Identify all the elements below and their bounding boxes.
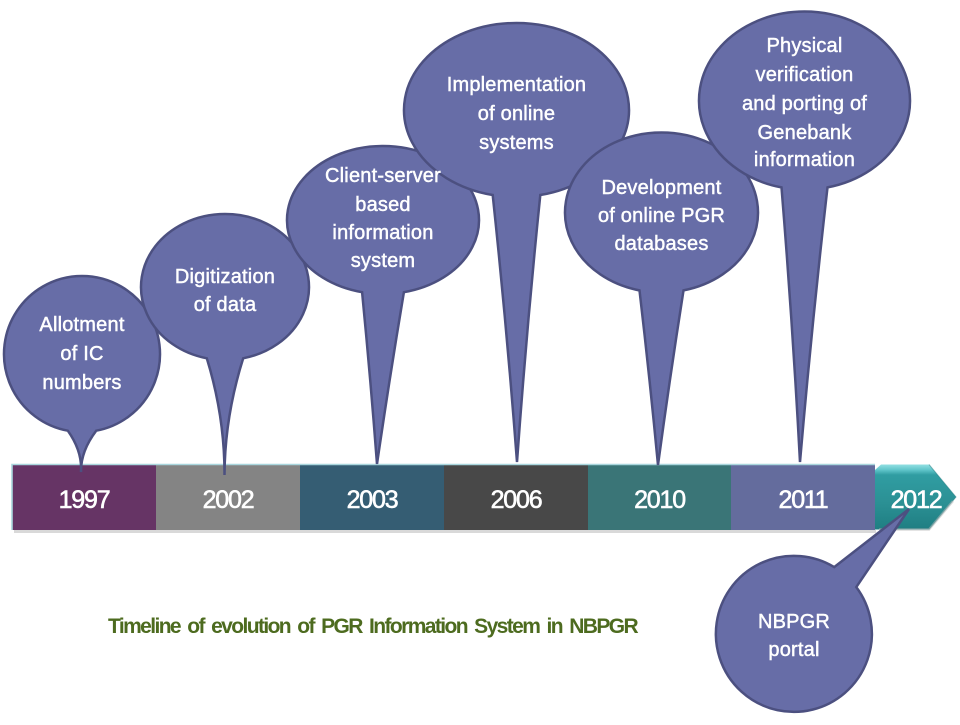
svg-text:portal: portal bbox=[768, 639, 819, 661]
svg-text:systems: systems bbox=[479, 132, 554, 154]
svg-text:information: information bbox=[332, 222, 433, 244]
svg-text:2003: 2003 bbox=[347, 486, 398, 514]
svg-text:2002: 2002 bbox=[203, 486, 254, 514]
svg-text:verification: verification bbox=[756, 64, 854, 86]
svg-text:2012: 2012 bbox=[891, 486, 942, 514]
svg-text:Development: Development bbox=[601, 177, 721, 199]
svg-text:Genebank: Genebank bbox=[758, 122, 853, 144]
svg-text:Implementation: Implementation bbox=[447, 74, 587, 96]
svg-text:databases: databases bbox=[614, 233, 708, 255]
svg-text:of data: of data bbox=[194, 294, 257, 316]
svg-text:based: based bbox=[355, 194, 411, 216]
svg-text:information: information bbox=[754, 149, 855, 171]
svg-text:NBPGR: NBPGR bbox=[758, 611, 830, 633]
svg-text:Digitization: Digitization bbox=[175, 266, 275, 288]
svg-text:of online: of online bbox=[478, 103, 555, 125]
svg-text:2011: 2011 bbox=[779, 486, 828, 514]
svg-text:1997: 1997 bbox=[59, 486, 110, 514]
svg-text:of IC: of IC bbox=[60, 343, 103, 365]
svg-text:Client-server: Client-server bbox=[325, 165, 441, 187]
svg-text:Allotment: Allotment bbox=[39, 314, 124, 336]
svg-text:2006: 2006 bbox=[491, 486, 542, 514]
svg-text:of online PGR: of online PGR bbox=[598, 205, 725, 227]
svg-text:system: system bbox=[351, 250, 416, 272]
svg-text:Timeline of evolution of PGR I: Timeline of evolution of PGR Information… bbox=[108, 615, 639, 638]
svg-text:and porting of: and porting of bbox=[742, 93, 867, 115]
svg-text:Physical: Physical bbox=[766, 35, 842, 57]
svg-text:numbers: numbers bbox=[42, 372, 121, 394]
svg-text:2010: 2010 bbox=[634, 486, 685, 514]
